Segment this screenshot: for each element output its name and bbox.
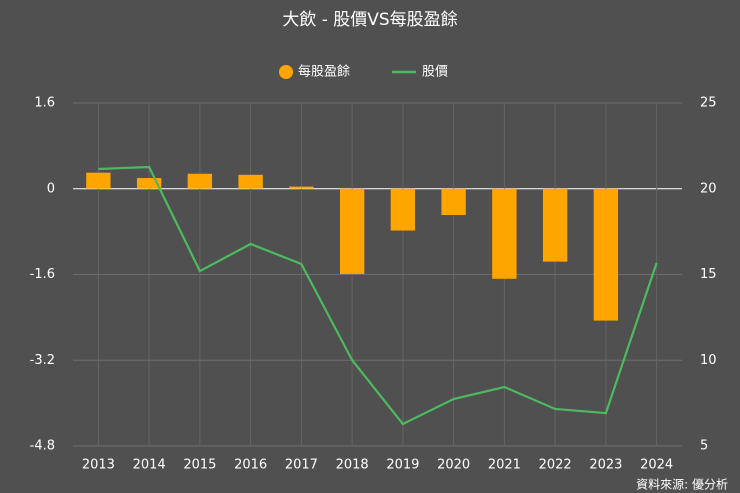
y2-tick-label: 10 (700, 353, 717, 368)
source-note: 資料來源: 優分析 (636, 478, 728, 492)
y2-tick-label: 15 (700, 267, 717, 282)
x-tick-label: 2018 (336, 458, 369, 473)
x-tick-label: 2015 (183, 458, 216, 473)
legend-marker (279, 65, 293, 79)
x-tick-label: 2016 (234, 458, 267, 473)
x-tick-label: 2014 (133, 458, 166, 473)
y-tick-label: 0 (47, 181, 55, 196)
x-tick-label: 2022 (539, 458, 572, 473)
y-tick-label: 1.6 (34, 96, 55, 111)
x-tick-label: 2017 (285, 458, 318, 473)
y-tick-label: -3.2 (30, 353, 55, 368)
bar (441, 188, 466, 216)
y2-tick-label: 5 (700, 439, 708, 454)
legend-label: 股價 (422, 65, 448, 80)
x-tick-label: 2024 (640, 458, 673, 473)
y2-tick-label: 25 (700, 96, 717, 111)
x-tick-label: 2023 (589, 458, 622, 473)
y2-tick-label: 20 (700, 181, 717, 196)
bar (187, 173, 213, 189)
bar (593, 188, 619, 321)
x-tick-label: 2021 (488, 458, 521, 473)
bar (136, 178, 162, 189)
bar (492, 188, 517, 279)
chart-title: 大飲 - 股價VS每股盈餘 (282, 10, 457, 30)
bar (339, 188, 365, 274)
bar (390, 188, 416, 231)
bar (86, 172, 111, 189)
y-tick-label: -4.8 (30, 439, 55, 454)
bar (238, 174, 263, 189)
legend-label: 每股盈餘 (298, 64, 350, 80)
bar (542, 188, 568, 262)
y-tick-label: -1.6 (30, 267, 55, 282)
bar (289, 186, 314, 189)
price-line (98, 165, 658, 426)
x-tick-label: 2020 (437, 458, 470, 473)
x-tick-label: 2013 (82, 458, 115, 473)
x-tick-label: 2019 (386, 458, 419, 473)
